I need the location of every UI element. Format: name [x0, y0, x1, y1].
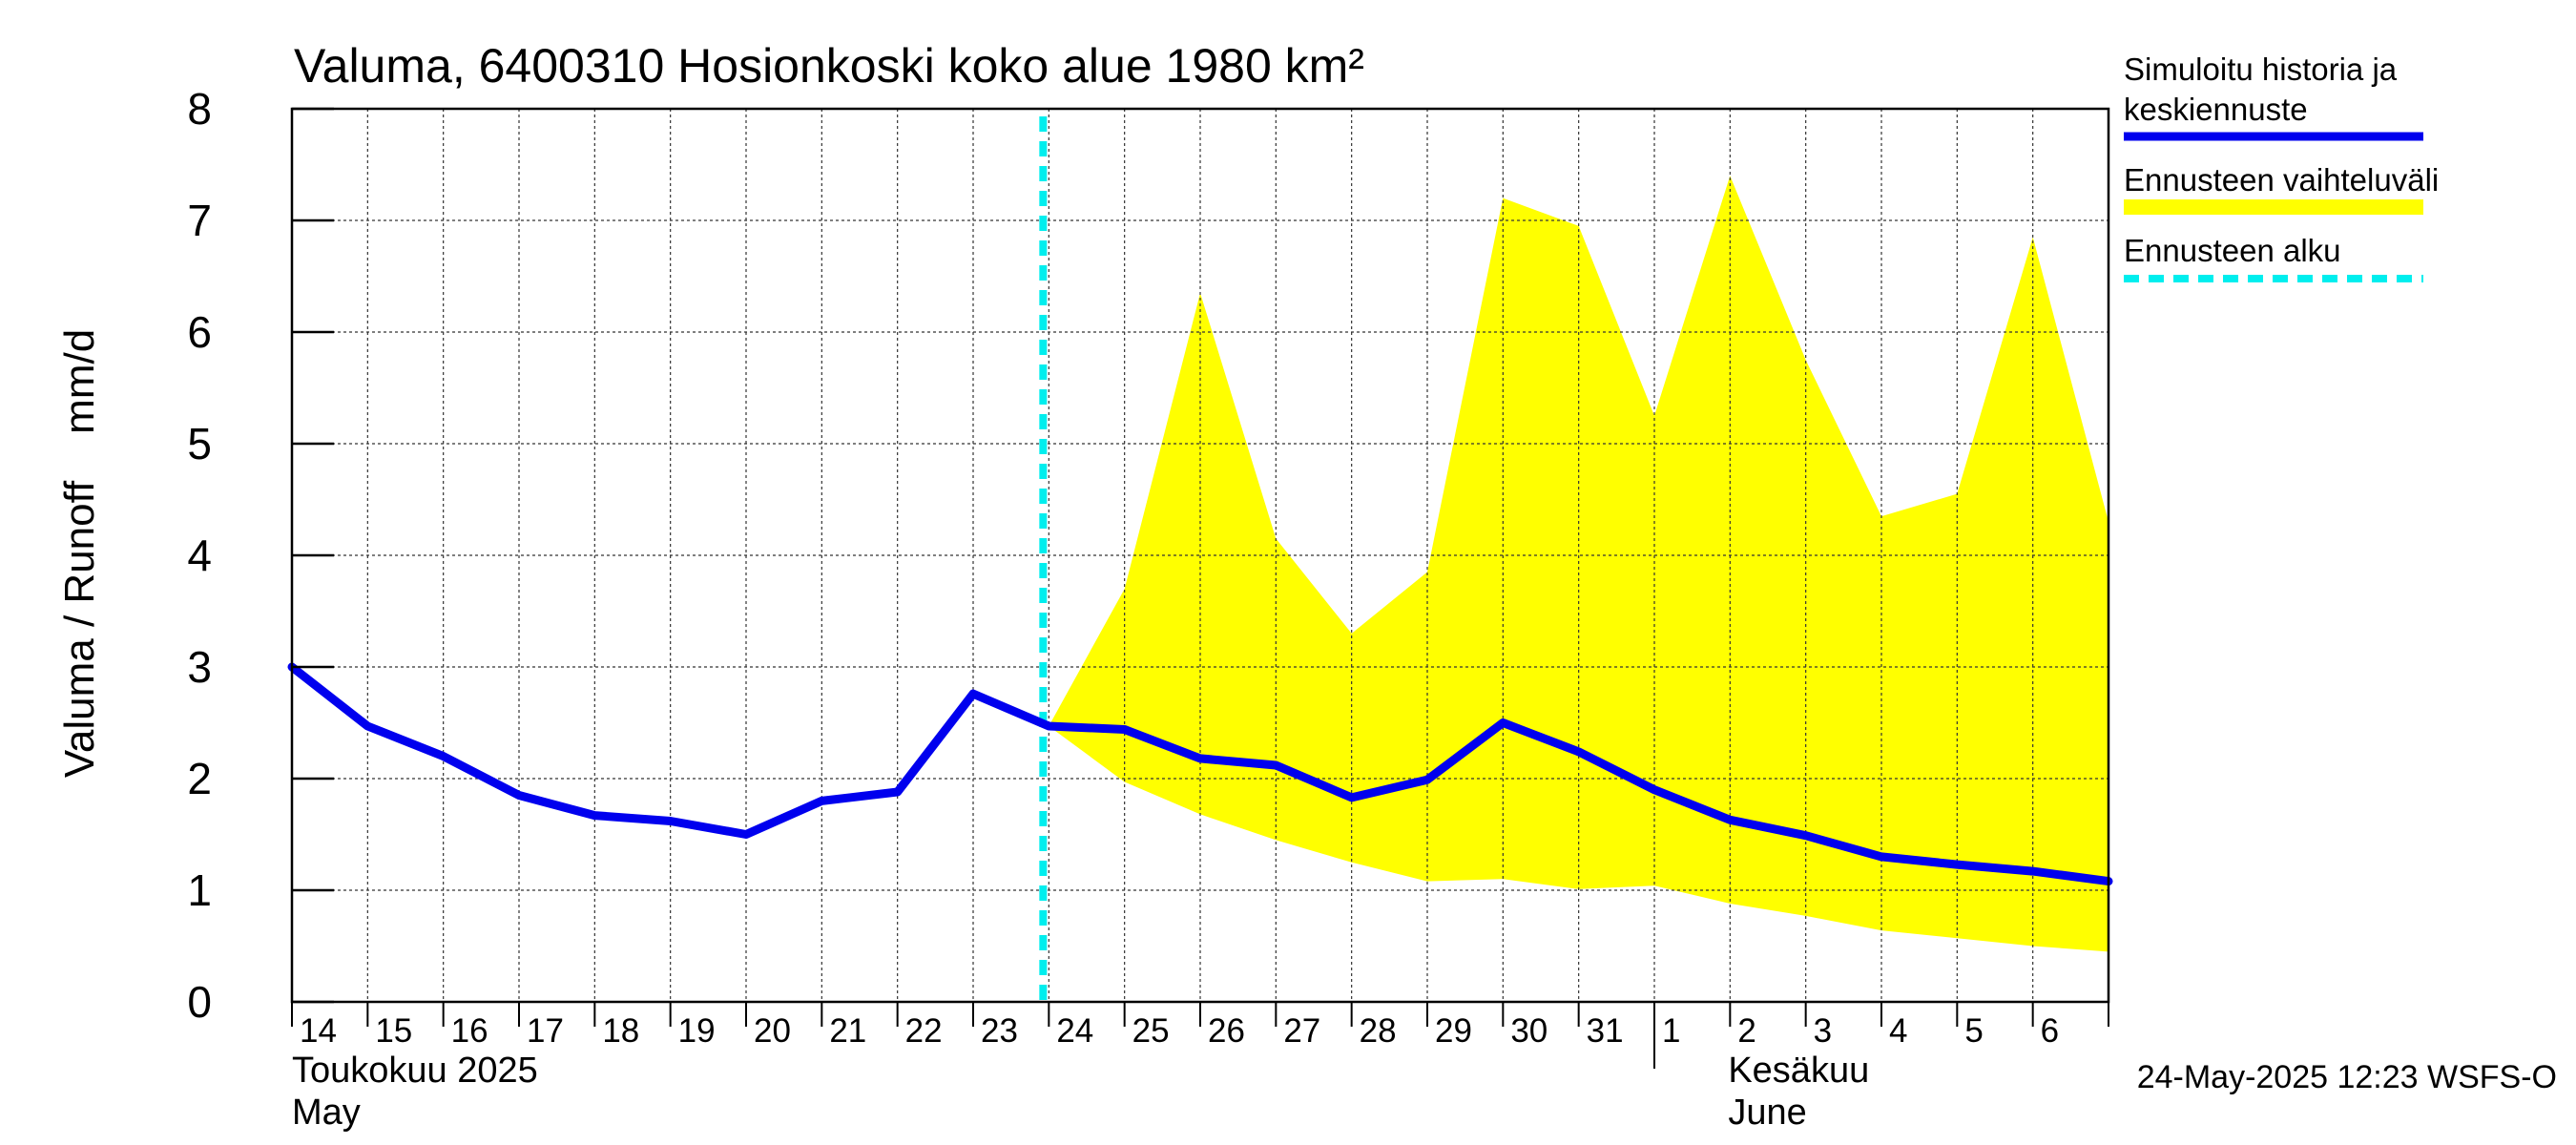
x-tick-label: 30 [1510, 1012, 1548, 1050]
y-tick-label: 5 [187, 419, 212, 468]
x-tick-label: 27 [1283, 1012, 1320, 1050]
month-label-fi: Toukokuu 2025 [292, 1051, 538, 1091]
legend-label-history-line2: keskiennuste [2124, 92, 2308, 127]
legend-label-forecast-start: Ennusteen alku [2124, 233, 2341, 268]
x-tick-label: 25 [1132, 1012, 1170, 1050]
chart-title: Valuma, 6400310 Hosionkoski koko alue 19… [294, 39, 1364, 93]
x-tick-label: 14 [300, 1012, 337, 1050]
y-tick-label: 2 [187, 754, 212, 803]
y-tick-label: 7 [187, 196, 212, 245]
y-tick-label: 3 [187, 642, 212, 692]
y-axis-label: Valuma / Runoff mm/d [56, 329, 103, 778]
x-tick-label: 3 [1814, 1012, 1832, 1050]
legend-label-history-line1: Simuloitu historia ja [2124, 52, 2398, 87]
x-tick-label: 1 [1662, 1012, 1680, 1050]
legend-label-range: Ennusteen vaihteluväli [2124, 162, 2439, 198]
y-tick-label: 0 [187, 977, 212, 1027]
legend: Simuloitu historia ja keskiennuste Ennus… [2124, 52, 2439, 282]
y-tick-label: 1 [187, 865, 212, 915]
x-tick-label: 15 [375, 1012, 412, 1050]
x-tick-label: 4 [1889, 1012, 1907, 1050]
x-tick-label: 31 [1587, 1012, 1624, 1050]
x-tick-label: 22 [905, 1012, 943, 1050]
y-tick-label: 6 [187, 307, 212, 357]
x-tick-label: 16 [451, 1012, 488, 1050]
month-label-en: May [292, 1093, 361, 1133]
x-tick-label: 2 [1737, 1012, 1755, 1050]
x-tick-label: 5 [1964, 1012, 1983, 1050]
x-tick-label: 29 [1435, 1012, 1472, 1050]
month-label-en: June [1728, 1093, 1806, 1133]
y-tick-label: 4 [187, 531, 212, 580]
grid-layer [292, 109, 2109, 1002]
x-tick-label: 20 [754, 1012, 791, 1050]
timestamp: 24-May-2025 12:23 WSFS-O [2137, 1059, 2557, 1095]
x-tick-label: 21 [829, 1012, 866, 1050]
x-tick-label: 28 [1360, 1012, 1397, 1050]
x-tick-label: 17 [527, 1012, 564, 1050]
series-line-layer [287, 116, 2113, 1002]
y-tick-label: 8 [187, 84, 212, 134]
series-line-simulated [287, 662, 2113, 886]
month-label-fi: Kesäkuu [1728, 1051, 1869, 1091]
x-tick-label: 23 [981, 1012, 1018, 1050]
x-tick-label: 6 [2041, 1012, 2059, 1050]
x-tick-label: 19 [678, 1012, 716, 1050]
x-tick-label: 24 [1056, 1012, 1093, 1050]
x-tick-label: 18 [602, 1012, 639, 1050]
x-tick-label: 26 [1208, 1012, 1245, 1050]
